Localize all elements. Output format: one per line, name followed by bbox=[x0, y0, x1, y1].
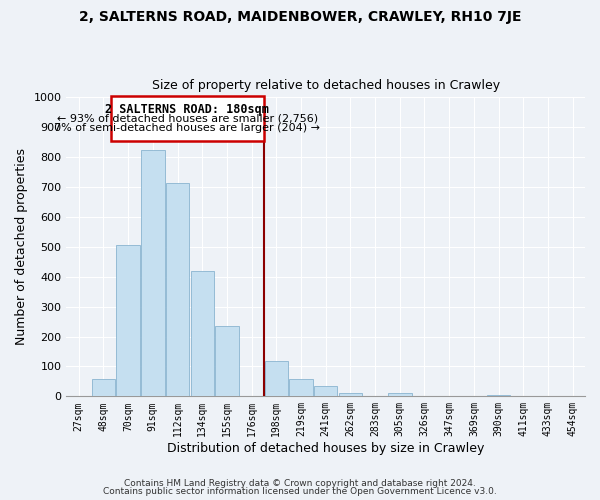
Bar bbox=[92, 380, 115, 396]
Bar bbox=[314, 386, 337, 396]
Text: 2 SALTERNS ROAD: 180sqm: 2 SALTERNS ROAD: 180sqm bbox=[106, 103, 269, 116]
Text: Contains HM Land Registry data © Crown copyright and database right 2024.: Contains HM Land Registry data © Crown c… bbox=[124, 478, 476, 488]
Y-axis label: Number of detached properties: Number of detached properties bbox=[15, 148, 28, 346]
Title: Size of property relative to detached houses in Crawley: Size of property relative to detached ho… bbox=[152, 79, 500, 92]
FancyBboxPatch shape bbox=[111, 96, 264, 140]
Bar bbox=[116, 246, 140, 396]
Bar bbox=[215, 326, 239, 396]
X-axis label: Distribution of detached houses by size in Crawley: Distribution of detached houses by size … bbox=[167, 442, 484, 455]
Bar bbox=[265, 361, 288, 396]
Bar bbox=[141, 150, 164, 396]
Bar bbox=[487, 395, 510, 396]
Text: 2, SALTERNS ROAD, MAIDENBOWER, CRAWLEY, RH10 7JE: 2, SALTERNS ROAD, MAIDENBOWER, CRAWLEY, … bbox=[79, 10, 521, 24]
Text: 7% of semi-detached houses are larger (204) →: 7% of semi-detached houses are larger (2… bbox=[55, 124, 320, 134]
Bar bbox=[289, 380, 313, 396]
Bar bbox=[388, 392, 412, 396]
Bar bbox=[191, 272, 214, 396]
Bar bbox=[166, 184, 189, 396]
Bar bbox=[338, 392, 362, 396]
Text: ← 93% of detached houses are smaller (2,756): ← 93% of detached houses are smaller (2,… bbox=[57, 114, 318, 124]
Text: Contains public sector information licensed under the Open Government Licence v3: Contains public sector information licen… bbox=[103, 487, 497, 496]
